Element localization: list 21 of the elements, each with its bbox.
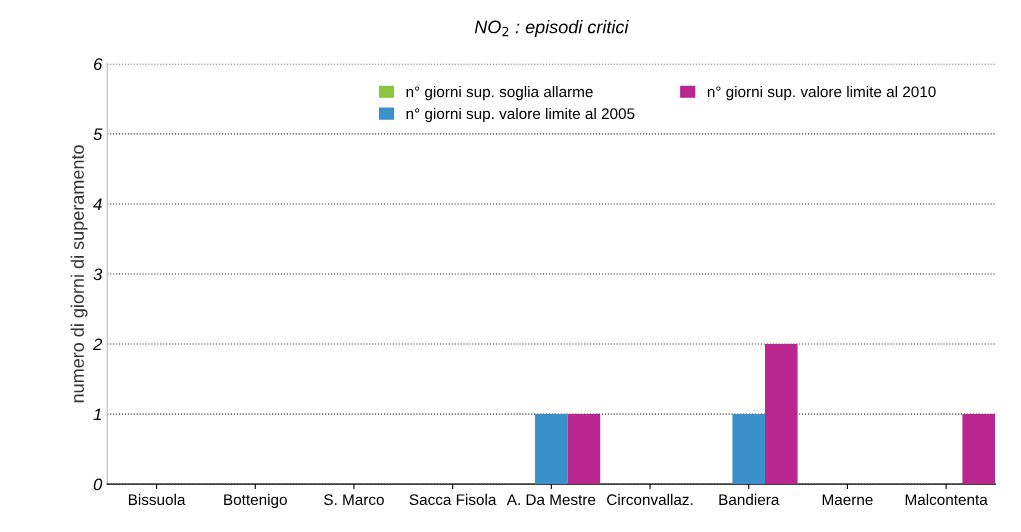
legend-label: n° giorni sup. valore limite al 2005 — [406, 107, 635, 123]
legend-label: n° giorni sup. valore limite al 2010 — [707, 86, 936, 101]
x-tick-label: Sacca Fisola — [409, 493, 497, 506]
x-tick-label: Bissuola — [128, 493, 186, 506]
x-tick-label: Circonvallaz. — [607, 493, 693, 506]
legend-label: n° giorni sup. soglia allarme — [406, 86, 593, 101]
y-tick-label: 6 — [94, 58, 103, 71]
y-tick-label: 2 — [92, 338, 103, 351]
x-tick-label: Malcontenta — [905, 493, 988, 506]
y-tick-label: 5 — [93, 128, 103, 141]
x-tick-label: S. Marco — [324, 494, 384, 506]
chart-title: NO$_{2}$ : episodi critici — [474, 20, 629, 37]
y-tick-label: 0 — [93, 478, 103, 491]
x-tick-label: Bottenigo — [224, 493, 287, 509]
y-tick-label: 3 — [93, 268, 103, 281]
y-tick-label: 1 — [93, 408, 101, 421]
x-tick-label: Bandiera — [719, 493, 780, 506]
y-axis-title: numero di giorni di superamento — [70, 145, 88, 403]
x-tick-label: Maerne — [822, 494, 873, 506]
x-tick-label: A. Da Mestre — [506, 494, 596, 506]
y-tick-label: 4 — [93, 198, 102, 210]
